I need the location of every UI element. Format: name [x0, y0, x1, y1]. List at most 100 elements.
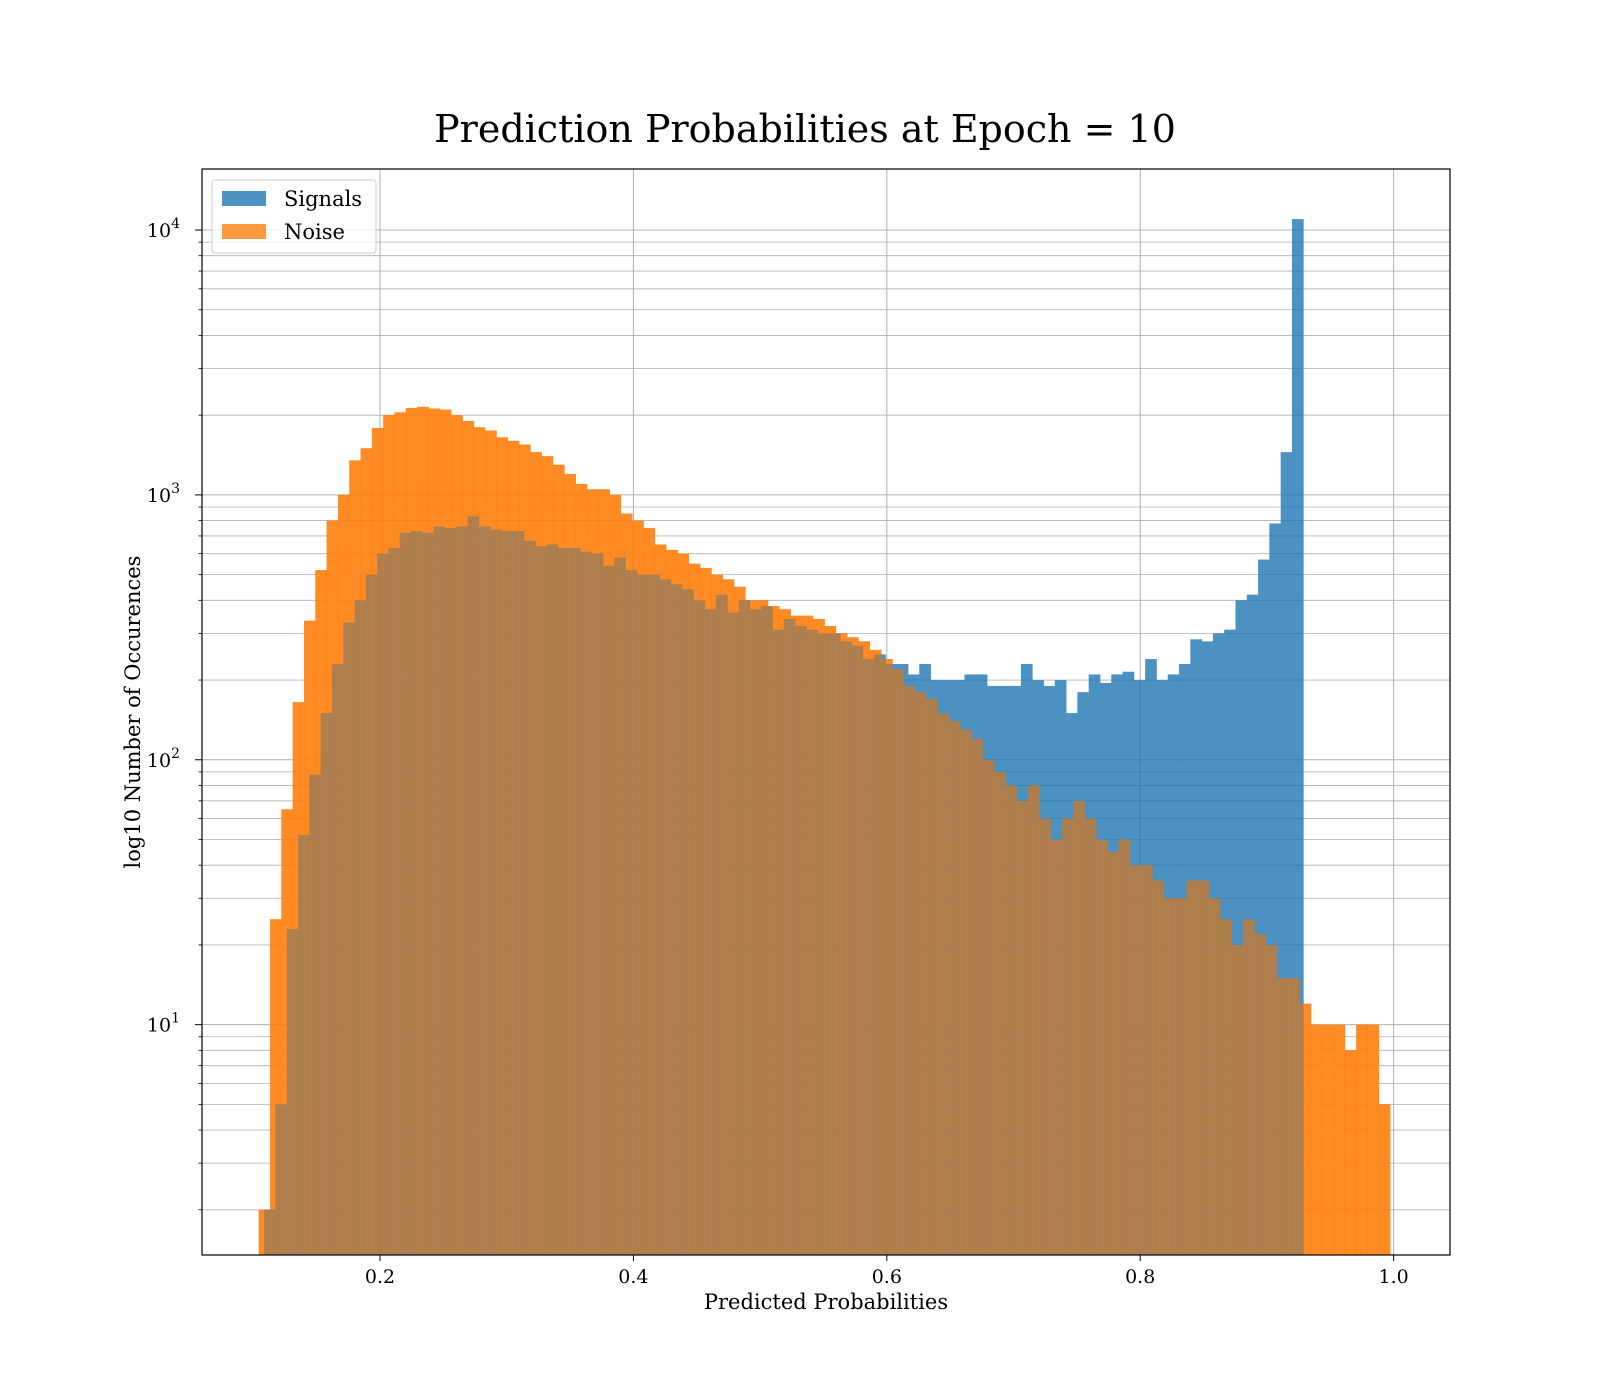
noise-bar-overlay: [394, 412, 407, 1255]
noise-bar-overlay: [971, 738, 984, 1255]
signals-bar: [1269, 523, 1282, 1255]
noise-bar-overlay: [654, 544, 667, 1255]
y-tick-label: 104: [147, 216, 180, 242]
noise-bar-overlay: [1186, 880, 1199, 1255]
noise-bar-overlay: [1084, 818, 1097, 1255]
noise-bar-overlay: [349, 460, 361, 1255]
noise-bar-overlay: [824, 625, 837, 1255]
noise-bar-overlay: [439, 409, 452, 1255]
noise-bar-overlay: [620, 513, 633, 1255]
noise-bar-overlay: [858, 641, 871, 1255]
noise-bar-overlay: [258, 1209, 271, 1255]
noise-bar-overlay: [1367, 1024, 1380, 1255]
legend: Signals Noise: [211, 179, 377, 254]
noise-overlay: [258, 406, 1391, 1256]
noise-bar-overlay: [496, 437, 509, 1255]
noise-bar-overlay: [813, 619, 825, 1255]
chart-title: Prediction Probabilities at Epoch = 10: [434, 107, 1176, 151]
noise-bar-overlay: [643, 528, 656, 1255]
y-tick-label: 102: [147, 746, 180, 772]
noise-bar-overlay: [1095, 839, 1108, 1255]
noise-bar-overlay: [1254, 933, 1267, 1255]
noise-bar-overlay: [1299, 1003, 1312, 1255]
noise-bar-overlay: [914, 692, 927, 1255]
noise-bar-overlay: [835, 633, 848, 1255]
noise-bar-overlay: [1322, 1024, 1334, 1255]
noise-bar-overlay: [405, 407, 418, 1255]
noise-bar-overlay: [790, 615, 803, 1255]
signals-bar: [1280, 452, 1293, 1256]
noise-bar-overlay: [1344, 1050, 1357, 1255]
noise-bar-overlay: [1288, 978, 1300, 1255]
noise-bar-overlay: [1209, 898, 1221, 1255]
noise-bar-overlay: [530, 452, 542, 1256]
noise-bar-overlay: [575, 483, 588, 1255]
noise-bar-overlay: [1073, 800, 1086, 1255]
x-axis-label: Predicted Probabilities: [704, 1290, 948, 1314]
noise-bar-overlay: [1265, 944, 1278, 1255]
noise-bar-overlay: [767, 606, 780, 1255]
noise-bar-overlay: [1107, 851, 1119, 1255]
legend-swatch-noise: [222, 224, 266, 239]
noise-bar-overlay: [337, 494, 350, 1255]
noise-bar-overlay: [1129, 865, 1142, 1255]
noise-bar-overlay: [598, 489, 610, 1255]
noise-bar-overlay: [869, 649, 882, 1255]
noise-bar-overlay: [541, 456, 554, 1256]
noise-bar-overlay: [518, 444, 531, 1256]
noise-bar-overlay: [892, 669, 905, 1255]
noise-bar-overlay: [326, 520, 339, 1255]
noise-bar-overlay: [270, 919, 282, 1255]
x-tick-label: 0.2: [365, 1266, 395, 1288]
noise-bar-overlay: [699, 567, 712, 1255]
x-tick-label: 0.6: [872, 1266, 902, 1288]
noise-bar-overlay: [711, 574, 723, 1255]
noise-bar-overlay: [371, 427, 384, 1256]
noise-bar-overlay: [982, 759, 995, 1255]
noise-bar-overlay: [564, 473, 576, 1255]
noise-bar-overlay: [733, 586, 746, 1255]
y-axis-ticks: 101 102 103 104: [147, 216, 202, 1211]
noise-bar-overlay: [507, 440, 520, 1255]
noise-bar-overlay: [1333, 1024, 1346, 1255]
x-axis-ticks: 0.2 0.4 0.6 0.8 1.0: [365, 1255, 1409, 1288]
noise-bar-overlay: [960, 729, 972, 1255]
noise-bar-overlay: [1175, 898, 1187, 1255]
noise-bar-overlay: [304, 620, 316, 1255]
noise-bar-overlay: [292, 702, 305, 1255]
noise-bar-overlay: [462, 421, 475, 1255]
x-tick-label: 0.4: [618, 1266, 648, 1288]
noise-bar-overlay: [428, 408, 441, 1255]
noise-bar-overlay: [666, 549, 678, 1255]
noise-bar-overlay: [745, 600, 757, 1255]
signals-bar: [1291, 219, 1304, 1255]
noise-bar-overlay: [1220, 919, 1233, 1255]
noise-bar-overlay: [451, 415, 463, 1255]
y-axis-label: log10 Number of Occurences: [121, 556, 145, 869]
noise-bar-overlay: [677, 553, 690, 1255]
noise-bar-overlay: [1061, 818, 1074, 1255]
noise-bar-overlay: [1118, 839, 1131, 1255]
legend-swatch-signals: [222, 191, 266, 206]
signals-bar: [1235, 600, 1248, 1255]
noise-bar-overlay: [1243, 919, 1255, 1255]
noise-bar-overlay: [801, 615, 814, 1255]
y-tick-label: 101: [147, 1011, 180, 1037]
noise-bar-overlay: [1152, 880, 1165, 1255]
noise-bar-overlay: [485, 430, 497, 1255]
noise-bar-overlay: [1050, 839, 1063, 1255]
plot-frame: [201, 168, 1451, 1256]
noise-bar-overlay: [948, 721, 961, 1255]
noise-bar-overlay: [1163, 898, 1176, 1255]
noise-bar-overlay: [473, 427, 486, 1256]
noise-bar-overlay: [688, 563, 701, 1255]
noise-bar-overlay: [417, 406, 429, 1255]
noise-bar-overlay: [847, 637, 859, 1255]
y-tick-label: 103: [147, 481, 180, 507]
noise-bar-overlay: [1039, 818, 1052, 1255]
noise-bar-overlay: [937, 713, 950, 1255]
signals-bar: [1258, 559, 1270, 1255]
noise-bar-overlay: [903, 685, 916, 1255]
noise-bar-overlay: [315, 570, 328, 1255]
